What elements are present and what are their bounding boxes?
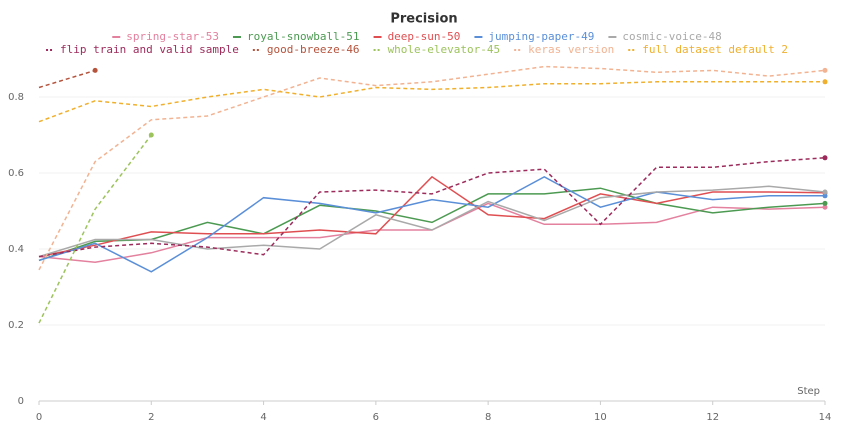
legend-item[interactable]: spring-star-53 (112, 30, 219, 43)
y-tick-label: 0 (18, 396, 24, 407)
end-point (822, 204, 828, 210)
y-tick-label: 0.2 (8, 320, 24, 331)
legend-item[interactable]: whole-elevator-45 (373, 43, 501, 56)
legend-item[interactable]: flip train and valid sample (46, 43, 239, 56)
legend-item[interactable]: jumping-paper-49 (474, 30, 594, 43)
legend-label: full dataset default 2 (642, 43, 788, 56)
x-tick-label: 10 (594, 412, 607, 423)
series-line (38, 175, 825, 273)
legend-label: jumping-paper-49 (488, 30, 594, 43)
legend-label: deep-sun-50 (388, 30, 461, 43)
x-tick-label: 12 (706, 412, 719, 423)
legend-label: cosmic-voice-48 (622, 30, 721, 43)
x-tick-label: 2 (148, 412, 154, 423)
end-point (822, 155, 828, 161)
y-tick-label: 0.4 (8, 244, 24, 255)
x-tick-label: 14 (819, 412, 832, 423)
y-tick-label: 0.6 (8, 168, 24, 179)
end-point (822, 79, 828, 85)
series-line (38, 81, 825, 123)
x-tick-label: 6 (373, 412, 379, 423)
series-line (38, 65, 826, 271)
legend-label: royal-snowball-51 (247, 30, 360, 43)
end-point (822, 200, 828, 206)
legend-item[interactable]: good-breeze-46 (252, 43, 360, 56)
y-tick-label: 0.8 (8, 92, 24, 103)
legend-item[interactable]: royal-snowball-51 (232, 30, 360, 43)
end-point (148, 132, 154, 138)
series-line (38, 185, 826, 258)
legend-item[interactable]: keras version (514, 43, 614, 56)
legend-item[interactable]: full dataset default 2 (628, 43, 788, 56)
legend-label: flip train and valid sample (60, 43, 239, 56)
chart-title: Precision (390, 12, 457, 27)
series-line (38, 157, 826, 258)
legend-item[interactable]: deep-sun-50 (373, 30, 461, 43)
series-line (38, 69, 96, 89)
series-line (38, 175, 826, 258)
legend-label: keras version (528, 43, 614, 56)
legend-label: whole-elevator-45 (388, 43, 501, 56)
legend-item[interactable]: cosmic-voice-48 (608, 30, 722, 43)
end-point (822, 193, 828, 199)
x-tick-label: 8 (485, 412, 491, 423)
series-line (38, 187, 826, 262)
end-point (822, 189, 828, 195)
end-point (92, 67, 98, 73)
x-axis-label: Step (797, 386, 820, 397)
series-line (38, 134, 152, 324)
legend-label: spring-star-53 (126, 30, 219, 43)
end-point (822, 67, 828, 73)
x-tick-label: 0 (36, 412, 42, 423)
x-tick-label: 4 (260, 412, 266, 423)
legend-label: good-breeze-46 (267, 43, 360, 56)
